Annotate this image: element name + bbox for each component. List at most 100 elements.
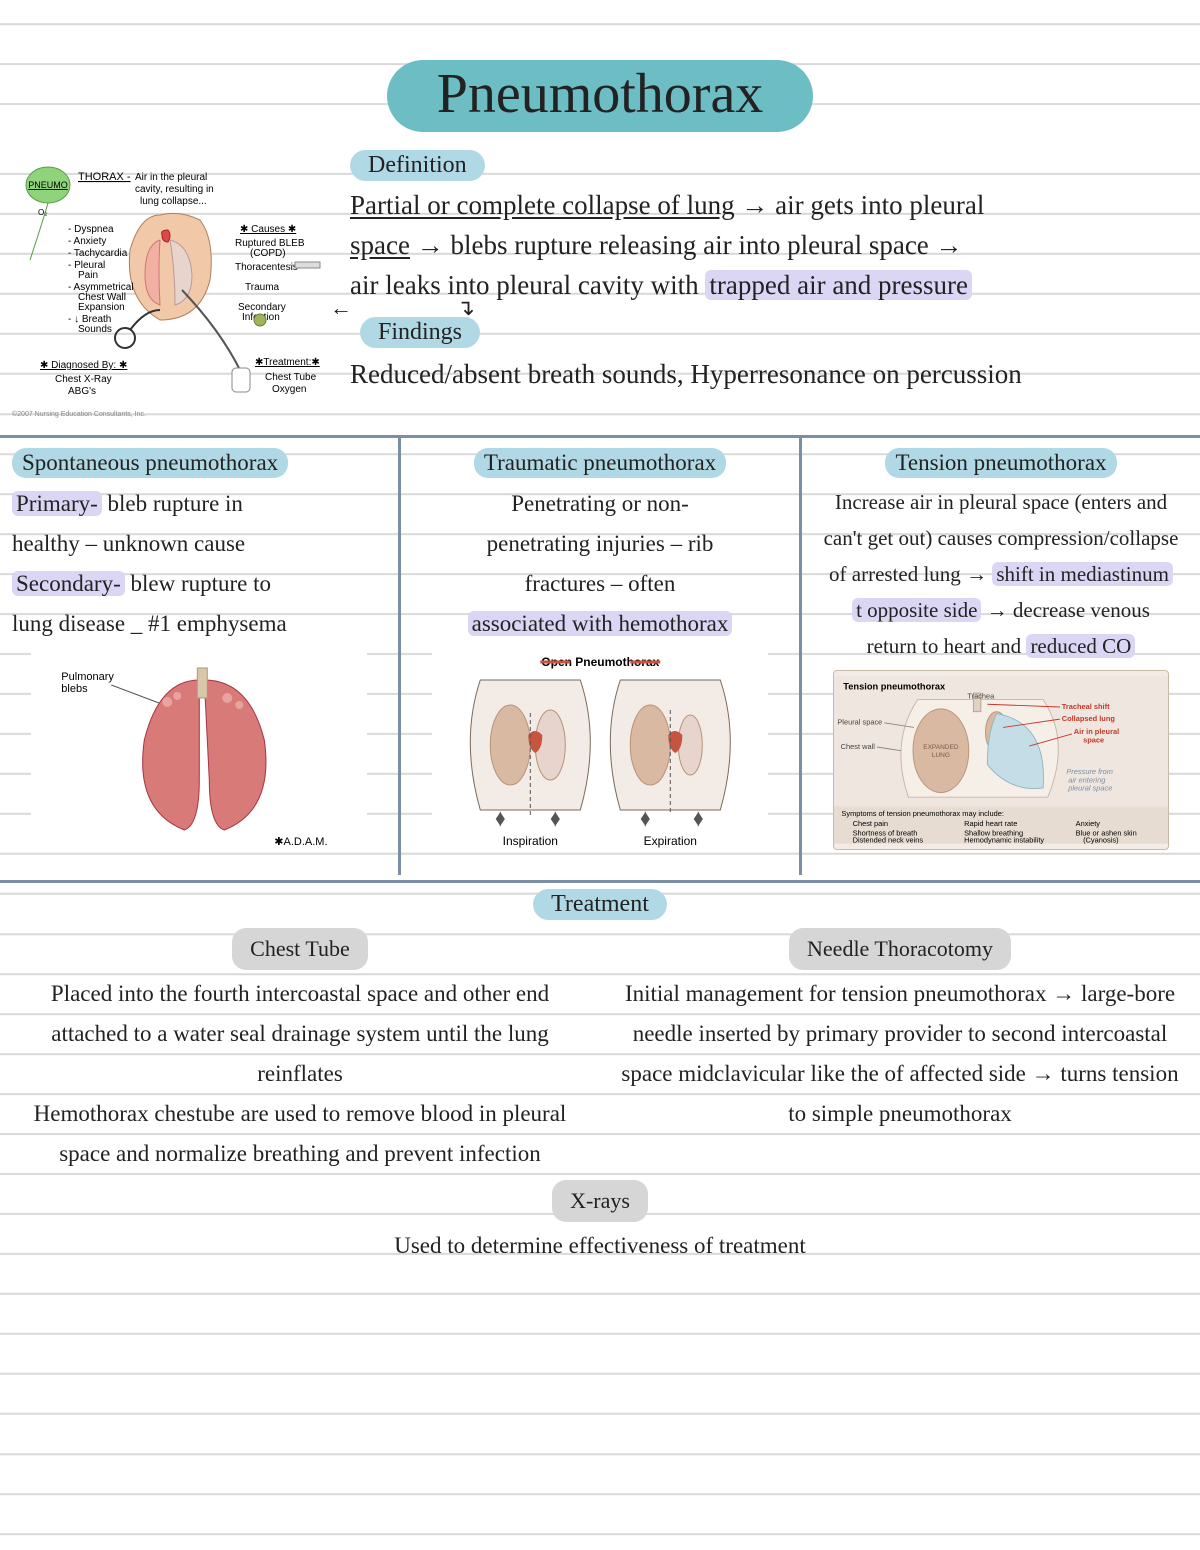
svg-text:Inspiration: Inspiration (502, 834, 557, 848)
svg-text:✱ Diagnosed By: ✱: ✱ Diagnosed By: ✱ (40, 360, 127, 371)
arrow-icon: → (1032, 1061, 1061, 1086)
svg-text:Distended neck veins: Distended neck veins (852, 836, 923, 845)
svg-text:lung collapse...: lung collapse... (140, 196, 207, 207)
findings-text: Reduced/absent breath sounds, Hyperreson… (350, 354, 1190, 394)
page-title: Pneumothorax (387, 60, 814, 132)
chest-tube-p2: Hemothorax chestube are used to remove b… (34, 1101, 567, 1166)
treatment-cols: Chest Tube Placed into the fourth interc… (0, 928, 1200, 1174)
trauma-image: Open Pneumothorax (432, 650, 769, 850)
col-spontaneous: Spontaneous pneumothorax Primary- bleb r… (0, 435, 398, 875)
spont-l4: lung disease _ #1 emphysema (12, 611, 287, 636)
col-head-tension: Tension pneumothorax (885, 448, 1116, 478)
svg-text:EXPANDED: EXPANDED (923, 744, 959, 751)
svg-text:- Anxiety: - Anxiety (68, 236, 106, 247)
definition-block: Definition Partial or complete collapse … (350, 150, 1190, 394)
spont-l3a: Secondary- (12, 571, 125, 596)
svg-text:O₂: O₂ (38, 208, 47, 217)
svg-text:- Tachycardia: - Tachycardia (68, 248, 128, 259)
trauma-l1: Penetrating or non- (511, 491, 689, 516)
svg-text:pleural space: pleural space (1067, 784, 1112, 793)
svg-text:Air in the pleural: Air in the pleural (135, 172, 207, 183)
needle-p1a: Initial management for tension pneumotho… (625, 981, 1047, 1006)
spont-image: Pulmonary blebs ✱A.D.A.M. (31, 650, 368, 850)
svg-text:Pulmonary: Pulmonary (61, 671, 114, 683)
svg-text:Expiration: Expiration (643, 834, 696, 848)
arrow-icon: → (741, 190, 775, 220)
svg-text:Chest Tube: Chest Tube (265, 372, 317, 383)
arrow-icon: → (966, 562, 992, 586)
def-l1a: Partial or complete collapse of lung (350, 190, 735, 220)
sketch-svg: PNEUMO O₂ THORAX - Air in the pleural ca… (10, 160, 340, 420)
trauma-l3: fractures – often (525, 571, 676, 596)
svg-text:Pain: Pain (78, 270, 98, 281)
needle-label: Needle Thoracotomy (789, 928, 1011, 970)
findings-label: Findings (360, 317, 480, 348)
concept-sketch: PNEUMO O₂ THORAX - Air in the pleural ca… (10, 160, 340, 420)
title-wrap: Pneumothorax (0, 0, 1200, 132)
chest-tube-label: Chest Tube (232, 928, 368, 970)
tcol-chest-tube: Chest Tube Placed into the fourth interc… (20, 928, 580, 1174)
spont-l1a: Primary- (12, 491, 102, 516)
svg-text:Collapsed lung: Collapsed lung (1061, 714, 1115, 723)
def-l2b: blebs rupture releasing air into pleural… (450, 230, 928, 260)
ten-l4b: decrease venous (1013, 598, 1150, 622)
col-body-trauma: Penetrating or non- penetrating injuries… (413, 484, 787, 644)
col-tension: Tension pneumothorax Increase air in ple… (799, 435, 1200, 875)
ten-l5a: return to heart and (867, 634, 1022, 658)
svg-text:- Dyspnea: - Dyspnea (68, 224, 114, 235)
spont-l1b: bleb rupture in (108, 491, 243, 516)
svg-text:blebs: blebs (61, 683, 88, 695)
svg-text:Tracheal shift: Tracheal shift (1061, 702, 1109, 711)
svg-text:ABG's: ABG's (68, 386, 96, 397)
svg-text:cavity, resulting in: cavity, resulting in (135, 184, 214, 195)
findings-arrows: ← ↴ (330, 295, 475, 321)
ten-l3a: of arrested lung (829, 562, 961, 586)
col-body-tension: Increase air in pleural space (enters an… (814, 484, 1188, 664)
svg-text:✱Treatment:✱: ✱Treatment:✱ (255, 357, 320, 368)
def-l3-hl: trapped air and pressure (705, 270, 972, 300)
ten-l5b: reduced CO (1026, 634, 1135, 658)
spont-l2: healthy – unknown cause (12, 531, 245, 556)
ten-l3b: shift in mediastinum (992, 562, 1173, 586)
findings-row: Findings (350, 317, 1190, 348)
svg-text:(Cyanosis): (Cyanosis) (1083, 836, 1119, 845)
trauma-l2: penetrating injuries – rib (487, 531, 714, 556)
svg-text:(COPD): (COPD) (250, 248, 286, 259)
def-l1b: air gets into pleural (775, 190, 984, 220)
svg-text:Pleural space: Pleural space (837, 718, 882, 727)
svg-text:Expansion: Expansion (78, 302, 125, 313)
xrays-text: Used to determine effectiveness of treat… (394, 1233, 806, 1258)
svg-text:Chest pain: Chest pain (852, 819, 887, 828)
ten-l2: can't get out) causes compression/collap… (824, 526, 1179, 550)
definition-label: Definition (350, 150, 485, 181)
balloon-text: PNEUMO (28, 180, 68, 190)
svg-text:THORAX -: THORAX - (78, 171, 131, 183)
svg-text:©2007 Nursing Education Consul: ©2007 Nursing Education Consultants, Inc… (12, 410, 146, 418)
ten-l1: Increase air in pleural space (enters an… (835, 490, 1167, 514)
svg-text:LUNG: LUNG (932, 752, 950, 759)
svg-text:space: space (1083, 735, 1104, 744)
arrow-icon: → (417, 230, 451, 260)
col-body-spont: Primary- bleb rupture in healthy – unkno… (12, 484, 386, 644)
definition-text: Partial or complete collapse of lung → a… (350, 185, 1190, 305)
svg-text:✱ Causes ✱: ✱ Causes ✱ (240, 224, 296, 235)
svg-text:Symptoms of tension pneumothor: Symptoms of tension pneumothorax may inc… (841, 809, 1004, 818)
col-head-spont: Spontaneous pneumothorax (12, 448, 288, 478)
svg-text:Hemodynamic instability: Hemodynamic instability (964, 836, 1044, 845)
svg-text:Trachea: Trachea (967, 692, 995, 701)
svg-text:Oxygen: Oxygen (272, 384, 306, 395)
svg-text:Anxiety: Anxiety (1075, 819, 1100, 828)
svg-text:Thoracentesis: Thoracentesis (235, 262, 298, 273)
types-row: Spontaneous pneumothorax Primary- bleb r… (0, 435, 1200, 875)
trauma-l4: associated with hemothorax (468, 611, 733, 636)
tcol-needle: Needle Thoracotomy Initial management fo… (620, 928, 1180, 1174)
arrow-icon: → (936, 230, 963, 260)
svg-text:Tension pneumothorax: Tension pneumothorax (843, 681, 946, 691)
svg-text:Rapid heart rate: Rapid heart rate (964, 819, 1017, 828)
svg-text:Sounds: Sounds (78, 324, 112, 335)
tension-image: Tension pneumothorax EXPANDED LUNG Trach… (833, 670, 1170, 850)
xrays-block: X-rays Used to determine effectiveness o… (0, 1180, 1200, 1266)
treatment-section: Treatment Chest Tube Placed into the fou… (0, 880, 1200, 1266)
svg-text:Chest X-Ray: Chest X-Ray (55, 374, 112, 385)
col-traumatic: Traumatic pneumothorax Penetrating or no… (398, 435, 799, 875)
